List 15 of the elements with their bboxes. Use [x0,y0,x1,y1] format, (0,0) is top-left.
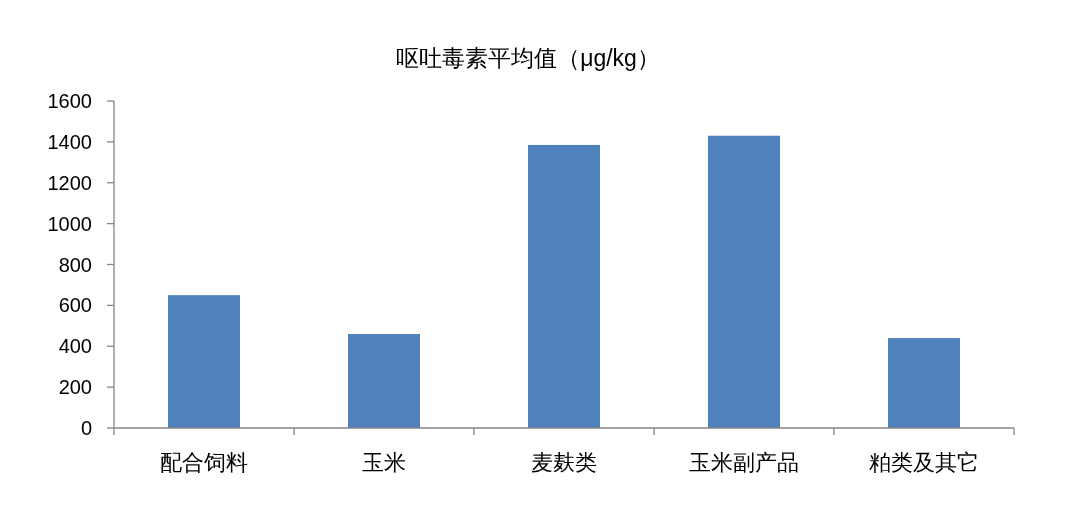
y-tick-label: 1200 [47,171,92,194]
y-tick-label: 0 [80,417,92,439]
x-tick-label: 配合饲料 [160,450,248,475]
y-tick-label: 1000 [47,212,92,235]
y-tick-label: 600 [58,294,92,317]
y-tick-label: 400 [58,335,92,358]
y-tick-label: 1400 [47,130,92,153]
x-tick-label: 玉米副产品 [689,450,799,475]
y-tick-label: 200 [58,376,92,399]
x-tick-label: 粕类及其它 [869,450,979,475]
x-tick-label: 玉米 [362,450,406,475]
chart-title: 呕吐毒素平均值（μg/kg） [396,45,660,71]
x-tick-label: 麦麸类 [531,450,597,475]
y-tick-label: 1600 [47,90,92,112]
y-tick-label: 800 [58,253,92,276]
